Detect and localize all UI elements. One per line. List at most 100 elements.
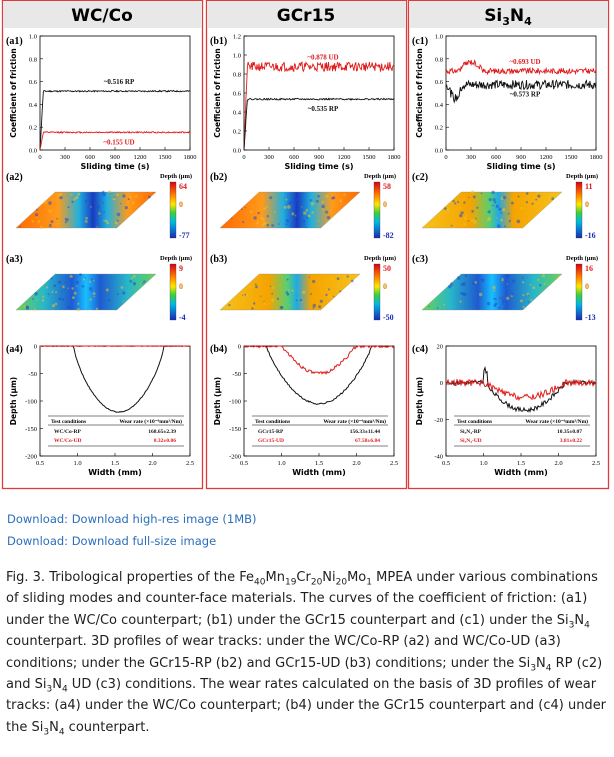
column-frame <box>205 0 408 490</box>
wear-map-bottom-speckle <box>330 276 333 280</box>
friction-ylabel: Coefficient of friction <box>9 48 18 137</box>
wear-map-top-speckle <box>310 202 315 206</box>
wear-rate-table-header-right: Wear rate (×10⁻⁶mm³/Nm) <box>323 418 386 425</box>
friction-xtick-label: 1200 <box>540 154 553 161</box>
wear-map-bottom-speckle <box>122 291 126 295</box>
profile-ytick-label: -20 <box>434 417 443 424</box>
wear-map-bottom-speckle <box>244 293 247 296</box>
wear-map-top-speckle <box>102 202 104 204</box>
wear-map-top-speckle <box>306 216 309 219</box>
wear-map-bottom-speckle <box>522 294 525 297</box>
wear-map-top-speckle <box>75 195 79 200</box>
friction-xtick-label: 900 <box>110 154 120 161</box>
wear-map-top-speckle <box>303 211 307 215</box>
wear-map-top-speckle <box>459 213 463 218</box>
profile-ytick-label: 0 <box>238 344 241 351</box>
wear-map-bottom-speckle <box>142 282 144 285</box>
friction-xlabel: Sliding time (s) <box>284 162 353 171</box>
wear-map-top-speckle <box>520 206 523 210</box>
wear-map-bottom-speckle <box>66 305 70 309</box>
wear-map-bottom-speckle <box>506 296 510 300</box>
wear-map-top-speckle <box>457 201 460 203</box>
profile-ytick-label: 20 <box>437 344 444 351</box>
wear-map-top-speckle <box>467 220 470 222</box>
friction-ytick-label: 0.2 <box>29 125 37 132</box>
wear-map-top-speckle <box>116 219 119 222</box>
wear-map-bottom-speckle <box>336 277 340 280</box>
wear-map-top-min: -16 <box>585 231 596 240</box>
wear-map-bottom-speckle <box>510 292 514 296</box>
wear-map-top-speckle <box>50 220 54 224</box>
profile-xtick-label: 0.5 <box>442 460 450 467</box>
wear-map-top-speckle <box>480 192 483 195</box>
wear-map-bottom-speckle <box>295 299 298 302</box>
wear-map-top-colorbar <box>575 181 583 239</box>
download-full-size-link[interactable]: Download: Download full-size image <box>7 534 217 548</box>
wear-map-bottom-speckle <box>436 307 439 309</box>
friction-xtick-label: 0 <box>242 154 245 161</box>
friction-ytick-label: 0.6 <box>435 79 444 86</box>
wear-map-bottom-speckle <box>521 277 524 279</box>
wear-map-bottom-speckle <box>493 297 496 300</box>
wear-map-top-speckle <box>101 190 105 194</box>
wear-map-top-speckle <box>463 201 466 204</box>
wear-map-bottom-speckle <box>506 291 508 293</box>
profile-panel-label: (a4) <box>6 344 23 355</box>
friction-ytick-label: 1.0 <box>29 34 37 41</box>
wear-map-top-speckle <box>305 208 309 212</box>
wear-map-bottom-speckle <box>472 297 474 299</box>
profile-ytick-label: -100 <box>25 399 37 406</box>
wear-map-top-speckle <box>231 217 233 220</box>
profile-xtick-label: 2.0 <box>554 460 562 467</box>
wear-map-bottom-speckle <box>333 295 335 298</box>
wear-map-bottom-speckle <box>229 301 231 303</box>
wear-map-top-mid: 0 <box>179 200 183 209</box>
wear-map-bottom-speckle <box>116 293 119 296</box>
wear-map-bottom-speckle <box>76 285 78 287</box>
wear-map-top-speckle <box>269 196 273 200</box>
wear-map-bottom-speckle <box>89 298 92 301</box>
wear-map-top-speckle <box>288 202 291 205</box>
friction-ylabel: Coefficient of friction <box>415 48 424 137</box>
wear-map-bottom-speckle <box>93 295 96 298</box>
profile-xtick-label: 1.5 <box>517 460 525 467</box>
wear-map-top: (c2) Depth (μm) 11 0 -16 <box>412 172 598 240</box>
profile-ytick-label: -50 <box>232 371 241 378</box>
wear-map-bottom-speckle <box>41 299 45 302</box>
profile-ytick-label: -100 <box>229 399 241 406</box>
profile-xlabel: Width (mm) <box>292 468 346 477</box>
wear-map-bottom-unit: Depth (μm) <box>364 255 396 262</box>
wear-map-bottom-speckle <box>527 294 530 297</box>
wear-map-top-speckle <box>120 203 122 205</box>
wear-map-bottom-speckle <box>459 292 462 295</box>
friction-xtick-label: 1500 <box>363 154 376 161</box>
wear-map-top-speckle <box>496 217 498 219</box>
wear-map-bottom-max: 50 <box>383 264 391 273</box>
wear-map-bottom-speckle <box>105 288 109 292</box>
wear-map-bottom-speckle <box>493 289 496 292</box>
wear-map-bottom-speckle <box>255 285 258 289</box>
wear-rate-rp-value: 168.65±2.39 <box>148 429 176 435</box>
wear-map-top-speckle <box>19 226 22 228</box>
wear-map-top-speckle <box>242 221 245 224</box>
friction-xtick-label: 0 <box>444 154 447 161</box>
wear-rate-ud-condition: WC/Co-UD <box>54 438 82 444</box>
wear-rate-table-header-left: Test conditions <box>457 419 492 425</box>
friction-ud-curve <box>445 59 597 76</box>
friction-xtick-label: 1500 <box>565 154 578 161</box>
wear-map-bottom-speckle <box>79 273 82 277</box>
wear-map-bottom-speckle <box>92 292 96 295</box>
wear-map-top-speckle <box>537 194 541 198</box>
wear-map-top-speckle <box>262 218 265 221</box>
profile-xtick-label: 2.5 <box>390 460 398 467</box>
wear-map-bottom-speckle <box>325 293 328 297</box>
wear-map-bottom-speckle <box>254 284 256 286</box>
wear-map-bottom-speckle <box>480 278 483 281</box>
wear-map-bottom-speckle <box>89 308 91 311</box>
wear-map-top-speckle <box>516 219 521 224</box>
download-high-res-link[interactable]: Download: Download high-res image (1MB) <box>7 512 257 526</box>
wear-map-bottom-speckle <box>460 283 464 286</box>
wear-map-bottom-speckle <box>61 298 65 301</box>
profile-xtick-label: 1.0 <box>479 460 487 467</box>
wear-map-bottom-speckle <box>271 286 274 289</box>
